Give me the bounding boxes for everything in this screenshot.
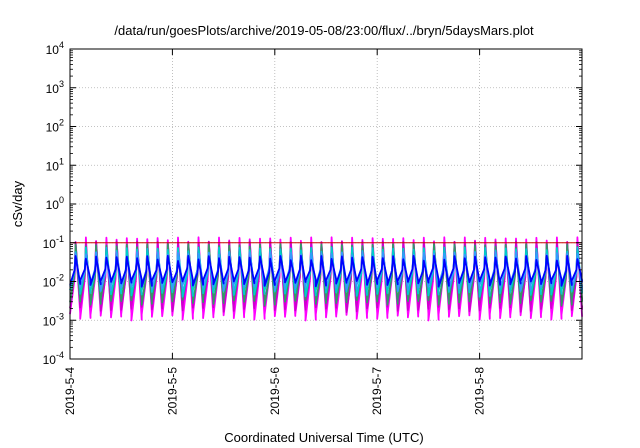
- y-tick-base: 10: [46, 121, 60, 135]
- y-tick-base: 10: [46, 43, 60, 57]
- x-tick-label: 2019-5-7: [370, 367, 384, 415]
- y-tick-exponent: 1: [59, 156, 64, 166]
- y-tick-exponent: 2: [59, 118, 64, 128]
- x-axis-ticks: 2019-5-4 2019-5-5 2019-5-6 2019-5-7 2019-5-8: [63, 49, 487, 415]
- y-tick-label: 104: [46, 40, 64, 57]
- y-tick-exponent: 4: [59, 40, 64, 50]
- y-tick-base: 10: [46, 82, 60, 96]
- y-tick-label: 103: [46, 79, 64, 96]
- y-tick-label: 10-3: [43, 311, 64, 328]
- y-tick-label: 10-4: [43, 350, 64, 367]
- y-tick-base: 10: [46, 159, 60, 173]
- y-tick-exponent: -3: [56, 311, 64, 321]
- series-line: [69, 240, 583, 313]
- y-tick-exponent: 3: [59, 79, 64, 89]
- series-group: [69, 236, 583, 322]
- x-axis-label: Coordinated Universal Time (UTC): [224, 430, 423, 445]
- y-tick-exponent: -2: [56, 273, 64, 283]
- y-tick-base: 10: [43, 353, 57, 367]
- chart-title: /data/run/goesPlots/archive/2019-05-08/2…: [114, 23, 534, 38]
- y-tick-base: 10: [43, 237, 57, 251]
- y-tick-base: 10: [43, 276, 57, 290]
- y-tick-base: 10: [46, 198, 60, 212]
- x-tick-label: 2019-5-8: [473, 367, 487, 415]
- x-tick-label: 2019-5-4: [63, 367, 77, 415]
- y-tick-exponent: -4: [56, 350, 64, 360]
- y-tick-base: 10: [43, 314, 57, 328]
- y-tick-label: 10-1: [43, 234, 64, 251]
- x-tick-label: 2019-5-5: [165, 367, 179, 415]
- y-tick-label: 102: [46, 118, 64, 135]
- y-tick-label: 10-2: [43, 273, 64, 290]
- x-tick-label: 2019-5-6: [268, 367, 282, 415]
- series-line: [69, 254, 583, 288]
- y-tick-exponent: -1: [56, 234, 64, 244]
- y-axis-label: cSv/day: [10, 180, 25, 227]
- y-tick-exponent: 0: [59, 195, 64, 205]
- y-tick-label: 101: [46, 156, 64, 173]
- y-tick-label: 100: [46, 195, 64, 212]
